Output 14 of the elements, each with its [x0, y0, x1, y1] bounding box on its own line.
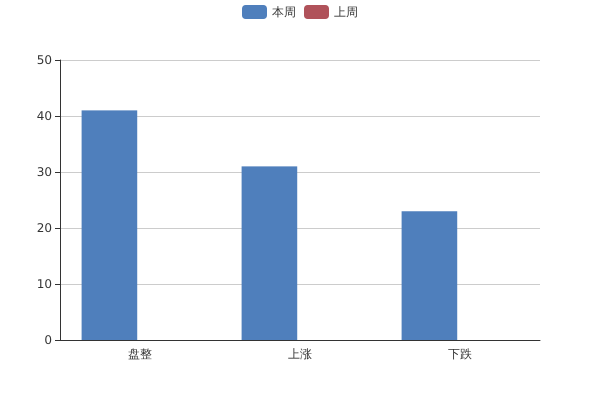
x-tick-label: 下跌	[448, 347, 472, 361]
bar	[82, 110, 138, 340]
x-tick-label: 盘整	[128, 347, 152, 361]
y-tick-label: 20	[36, 221, 52, 235]
legend-label: 上周	[334, 5, 358, 19]
y-tick-label: 30	[36, 165, 52, 179]
y-tick-label: 10	[36, 277, 52, 291]
bar	[402, 211, 458, 340]
legend-label: 本周	[272, 5, 296, 19]
y-tick-label: 50	[36, 53, 52, 67]
y-tick-label: 0	[44, 333, 52, 347]
y-tick-label: 40	[36, 109, 52, 123]
x-tick-label: 上涨	[288, 347, 312, 361]
bar	[242, 166, 298, 340]
